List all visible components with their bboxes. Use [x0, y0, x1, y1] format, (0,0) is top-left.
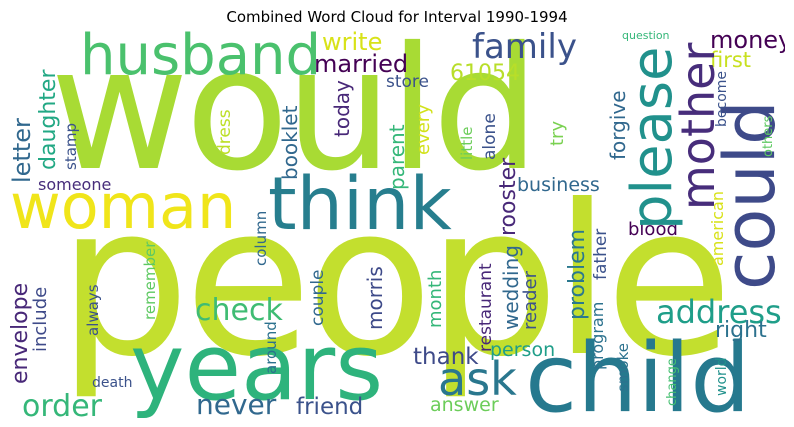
word-problem: problem	[565, 228, 590, 320]
word-try: try	[547, 120, 568, 146]
word-order: order	[22, 389, 102, 419]
figure-title: Combined Word Cloud for Interval 1990-19…	[226, 8, 568, 26]
word-every: every	[413, 104, 434, 155]
word-reader: reader	[520, 270, 541, 330]
word-would: would	[50, 30, 540, 209]
word-business: business	[517, 174, 600, 196]
word-world: world	[714, 357, 730, 396]
word-dress: dress	[215, 109, 235, 155]
word-husband: husband	[80, 30, 322, 88]
word-never: never	[196, 388, 277, 419]
word-write: write	[322, 30, 383, 56]
word-people: people	[58, 161, 733, 403]
word-today: today	[330, 80, 354, 137]
word-cloud: would people years child woman think hus…	[10, 30, 785, 418]
word-american: american	[708, 191, 727, 266]
word-store: store	[386, 72, 429, 92]
word-wedding: wedding	[499, 245, 523, 330]
word-think: think	[268, 162, 452, 247]
word-rooster: rooster	[496, 157, 521, 236]
word-envelope: envelope	[10, 282, 33, 384]
word-include: include	[30, 286, 51, 352]
word-question: question	[622, 30, 670, 42]
word-daughter: daughter	[36, 69, 61, 170]
word-become: become	[714, 70, 730, 127]
word-money: money	[710, 30, 785, 54]
word-ask: ask	[438, 352, 517, 406]
word-always: always	[84, 284, 102, 336]
word-father: father	[591, 228, 611, 280]
word-couple: couple	[308, 269, 328, 327]
word-friend: friend	[296, 394, 364, 419]
word-someone: someone	[38, 175, 112, 194]
word-address: address	[656, 293, 782, 331]
word-family: family	[472, 30, 577, 67]
word-booklet: booklet	[278, 105, 302, 180]
word-61054: 61054	[450, 61, 520, 86]
word-smoke: smoke	[614, 343, 632, 392]
word-woman: woman	[10, 170, 237, 243]
word-stamp: stamp	[62, 122, 80, 170]
word-parent: parent	[385, 124, 409, 190]
word-right: right	[715, 318, 767, 343]
word-answer: answer	[430, 394, 499, 416]
word-restaurant: restaurant	[476, 263, 496, 352]
word-others: others	[761, 115, 776, 157]
word-first: first	[710, 48, 752, 72]
word-column: column	[252, 210, 270, 266]
word-month: month	[425, 269, 446, 328]
word-program: program	[588, 301, 607, 370]
word-letter: letter	[10, 118, 36, 183]
word-blood: blood	[628, 219, 678, 240]
word-child: child	[525, 324, 751, 419]
word-years: years	[130, 314, 384, 418]
word-thank: thank	[413, 344, 479, 370]
word-change: change	[665, 358, 680, 406]
word-around: around	[262, 321, 280, 374]
word-person: person	[490, 339, 556, 361]
word-death: death	[92, 375, 133, 391]
word-remember: remember	[141, 241, 159, 320]
word-little: little	[458, 126, 476, 161]
word-morris: morris	[363, 266, 387, 330]
word-married: married	[314, 50, 409, 78]
word-alone: alone	[480, 113, 500, 160]
word-check: check	[195, 293, 283, 328]
word-forgive: forgive	[606, 90, 630, 160]
